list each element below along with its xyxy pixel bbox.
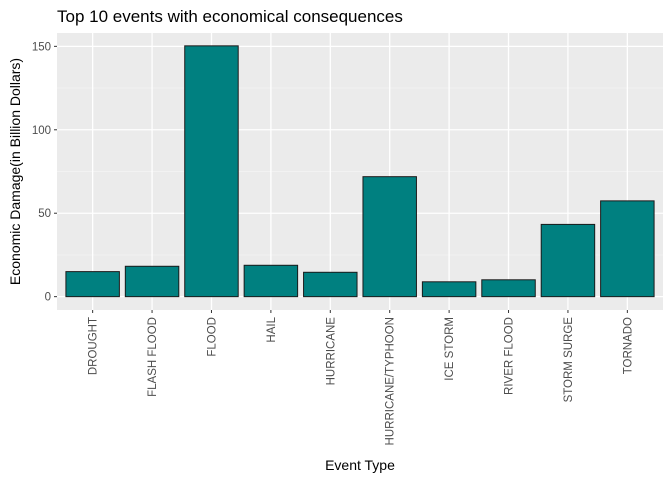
y-tick-label: 100 [32, 125, 51, 137]
bar-flood [184, 45, 239, 298]
chart-title: Top 10 events with economical consequenc… [57, 7, 403, 26]
x-tick-label: TORNADO [622, 317, 634, 374]
x-tick-label: HURRICANE [325, 317, 337, 386]
bars-group [65, 45, 655, 298]
y-tick-label: 0 [45, 292, 51, 304]
bar-hurricane [303, 271, 358, 298]
x-tick-label: ICE STORM [444, 317, 456, 381]
x-axis-title: Event Type [325, 457, 395, 473]
bar-flash-flood [124, 265, 180, 298]
x-tick-label: STORM SURGE [563, 317, 575, 403]
x-tick-label: HURRICANE/TYPHOON [385, 317, 397, 445]
bar-river-flood [481, 279, 536, 298]
bar-hail [243, 264, 299, 298]
x-tick-label: DROUGHT [88, 317, 100, 375]
y-tick-label: 150 [32, 41, 51, 53]
bar-storm-surge [540, 223, 596, 298]
bar-hurricane-typhoon [362, 176, 417, 298]
x-tick-label: FLOOD [206, 317, 218, 357]
bar-tornado [600, 200, 655, 298]
x-tick-label: HAIL [266, 316, 278, 342]
x-tick-label: RIVER FLOOD [504, 317, 516, 395]
x-axis: DROUGHT FLASH FLOOD FLOOD HAIL HURRICANE HURR… [88, 310, 634, 445]
y-axis: 0 50 100 150 [32, 41, 57, 304]
x-tick-label: FLASH FLOOD [147, 317, 159, 397]
bar-ice-storm [421, 281, 477, 298]
y-axis-title: Economic Damage(in Billion Dollars) [7, 58, 23, 285]
bar-drought [65, 271, 120, 298]
y-tick-label: 50 [38, 208, 51, 220]
